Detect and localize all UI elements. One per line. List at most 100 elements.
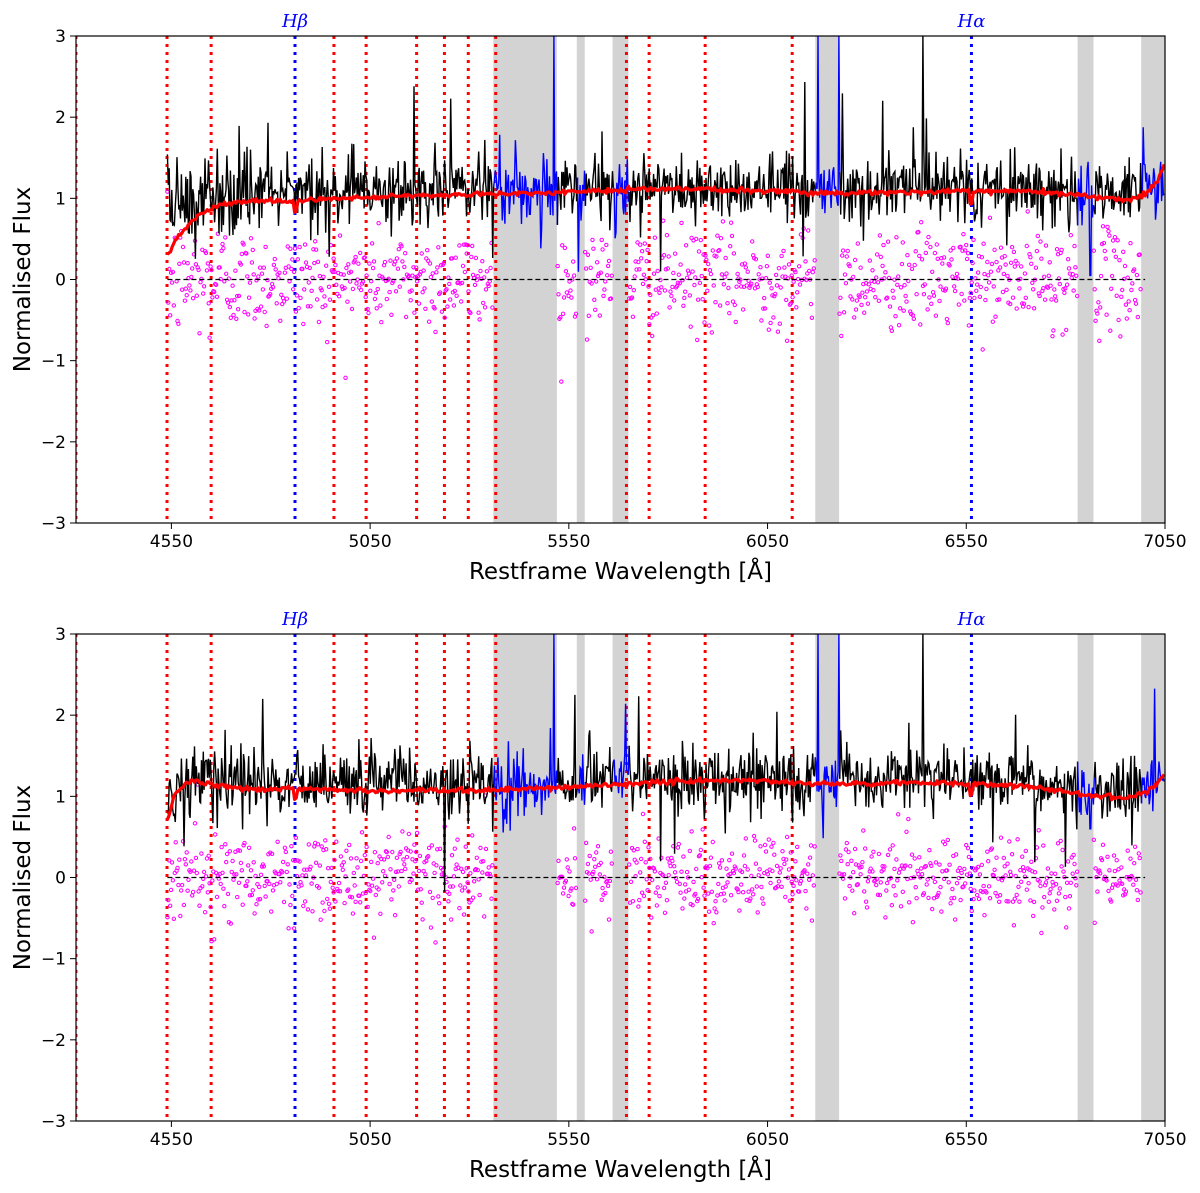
residual-point (489, 896, 494, 901)
residual-point (1106, 229, 1111, 234)
residual-point (397, 851, 402, 857)
residual-point (182, 857, 188, 862)
residual-point (564, 290, 569, 295)
residual-point (568, 288, 573, 293)
residual-point (692, 282, 697, 288)
residual-point (294, 293, 300, 298)
residual-point (910, 920, 916, 925)
residual-point (874, 876, 880, 882)
residual-point (176, 882, 181, 888)
residual-point (851, 274, 856, 280)
residual-point (302, 287, 307, 292)
residual-point (652, 235, 658, 240)
residual-point (327, 906, 333, 911)
residual-point (1075, 293, 1080, 299)
residual-point (326, 284, 332, 289)
residual-point (372, 850, 378, 855)
residual-point (408, 849, 413, 854)
residual-point (863, 899, 869, 904)
residual-point (428, 925, 434, 930)
residual-point (390, 849, 395, 855)
residual-point (343, 874, 348, 879)
residual-point (650, 877, 655, 883)
residual-point (994, 259, 999, 265)
residual-point (874, 275, 879, 280)
residual-point (280, 859, 286, 865)
residual-point (961, 884, 966, 889)
residual-point (1110, 238, 1116, 243)
masked-region-4 (1077, 634, 1094, 1121)
residual-point (330, 885, 335, 890)
residual-point (1125, 848, 1130, 853)
residual-point (848, 294, 853, 299)
residual-point (660, 872, 665, 877)
residual-point (567, 869, 572, 874)
residual-point (695, 297, 701, 302)
residual-point (690, 269, 695, 274)
y-tick-label: 0 (55, 271, 66, 291)
residual-point (1107, 868, 1112, 873)
residual-point (224, 851, 230, 857)
residual-point (355, 865, 360, 870)
residual-point (870, 869, 875, 874)
residual-point (1118, 881, 1123, 886)
residual-point (964, 256, 970, 262)
residual-point (986, 273, 991, 278)
y-axis-label: Normalised Flux (10, 785, 36, 970)
residual-point (329, 865, 334, 871)
residual-point (412, 842, 417, 847)
spectrum-segment (584, 730, 614, 808)
residual-point (257, 897, 263, 902)
residual-point (657, 893, 662, 899)
residual-point (300, 873, 305, 878)
residual-point (661, 885, 667, 891)
residual-point (1040, 905, 1045, 910)
residual-point (184, 293, 189, 298)
residual-point (452, 846, 457, 851)
residual-point (724, 866, 729, 871)
residual-point (260, 287, 266, 292)
residual-point (713, 300, 718, 305)
residual-point (262, 883, 267, 889)
residual-point (321, 274, 326, 279)
x-tick-label: 6550 (945, 532, 988, 552)
residual-point (983, 297, 988, 303)
y-tick-label: −1 (41, 950, 66, 970)
residual-point (975, 864, 981, 870)
residual-point (706, 909, 712, 914)
residual-point (308, 304, 313, 309)
residual-point (928, 244, 933, 250)
residual-point (1111, 853, 1117, 858)
residual-point (173, 840, 178, 845)
residual-point (384, 296, 389, 302)
masked-region-5 (1141, 634, 1165, 1121)
residual-point (367, 261, 372, 266)
residual-point (438, 263, 444, 268)
residual-point (633, 259, 638, 264)
residual-point (468, 871, 473, 876)
residual-point (313, 239, 318, 244)
residual-point (399, 244, 404, 249)
residual-point (359, 830, 365, 835)
residual-point (348, 856, 354, 861)
residual-point (1029, 859, 1034, 864)
residual-point (970, 260, 975, 266)
residual-point (686, 271, 692, 276)
residual-point (403, 314, 409, 320)
residual-point (721, 282, 726, 287)
residual-point (949, 257, 954, 262)
residual-point (336, 888, 341, 894)
residual-point (207, 881, 212, 886)
residual-point (238, 262, 244, 267)
residual-point (293, 309, 299, 314)
residual-point (594, 850, 599, 855)
residual-point (791, 883, 796, 888)
residual-point (276, 276, 281, 281)
residual-point (752, 838, 758, 843)
residual-point (244, 883, 249, 889)
residual-point (971, 237, 976, 243)
residual-point (1065, 257, 1071, 262)
residual-point (190, 296, 196, 301)
residual-point (716, 881, 721, 887)
residual-point (981, 883, 986, 889)
